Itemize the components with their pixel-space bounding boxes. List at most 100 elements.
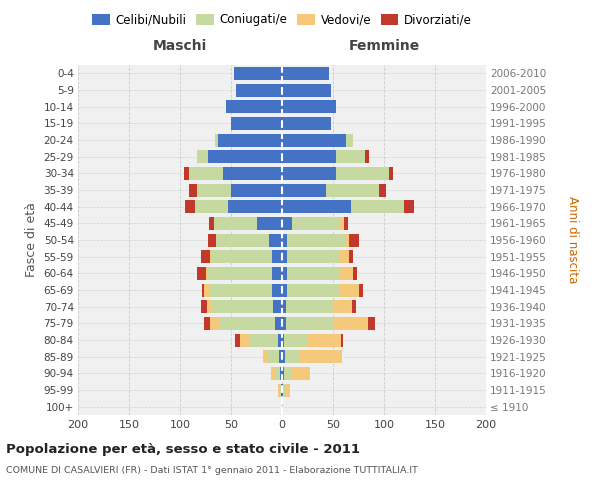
Bar: [202, 300, 206, 313]
Bar: [336, 167, 389, 180]
Bar: [197, 267, 206, 280]
Bar: [282, 284, 287, 296]
Bar: [202, 284, 205, 296]
Bar: [282, 317, 286, 330]
Text: Femmine: Femmine: [349, 38, 419, 52]
Bar: [279, 384, 281, 396]
Bar: [336, 150, 365, 163]
Bar: [282, 300, 286, 313]
Bar: [211, 250, 272, 263]
Bar: [353, 267, 358, 280]
Bar: [257, 217, 282, 230]
Bar: [250, 334, 278, 346]
Bar: [282, 267, 287, 280]
Bar: [282, 367, 284, 380]
Bar: [197, 184, 231, 196]
Bar: [272, 267, 282, 280]
Bar: [285, 350, 299, 363]
Bar: [215, 134, 218, 146]
Bar: [275, 367, 280, 380]
Bar: [273, 300, 282, 313]
Bar: [206, 300, 212, 313]
Bar: [240, 334, 250, 346]
Bar: [282, 117, 331, 130]
Bar: [185, 200, 196, 213]
Bar: [205, 284, 209, 296]
Bar: [279, 350, 282, 363]
Bar: [349, 250, 353, 263]
Bar: [231, 117, 282, 130]
Bar: [202, 250, 209, 263]
Bar: [223, 167, 282, 180]
Bar: [282, 184, 326, 196]
Bar: [209, 284, 272, 296]
Bar: [282, 334, 284, 346]
Bar: [287, 284, 340, 296]
Bar: [283, 384, 285, 396]
Bar: [275, 317, 282, 330]
Bar: [208, 267, 272, 280]
Bar: [212, 300, 273, 313]
Bar: [341, 334, 343, 346]
Bar: [404, 200, 413, 213]
Bar: [218, 134, 282, 146]
Bar: [282, 150, 336, 163]
Bar: [228, 200, 282, 213]
Bar: [282, 200, 352, 213]
Bar: [208, 150, 282, 163]
Bar: [340, 250, 349, 263]
Bar: [346, 134, 353, 146]
Bar: [334, 300, 352, 313]
Bar: [308, 334, 341, 346]
Bar: [209, 250, 211, 263]
Bar: [291, 367, 310, 380]
Bar: [272, 284, 282, 296]
Bar: [340, 284, 359, 296]
Bar: [344, 217, 349, 230]
Bar: [379, 184, 386, 196]
Bar: [282, 134, 346, 146]
Bar: [208, 234, 216, 246]
Bar: [196, 200, 228, 213]
Bar: [352, 300, 356, 313]
Bar: [340, 217, 344, 230]
Bar: [352, 200, 404, 213]
Bar: [197, 150, 208, 163]
Bar: [214, 217, 257, 230]
Bar: [282, 234, 287, 246]
Bar: [272, 250, 282, 263]
Y-axis label: Anni di nascita: Anni di nascita: [566, 196, 580, 284]
Text: COMUNE DI CASALVIERI (FR) - Dati ISTAT 1° gennaio 2011 - Elaborazione TUTTITALIA: COMUNE DI CASALVIERI (FR) - Dati ISTAT 1…: [6, 466, 418, 475]
Bar: [359, 284, 362, 296]
Bar: [282, 100, 336, 113]
Legend: Celibi/Nubili, Coniugati/e, Vedovi/e, Divorziati/e: Celibi/Nubili, Coniugati/e, Vedovi/e, Di…: [89, 11, 475, 28]
Bar: [389, 167, 393, 180]
Bar: [287, 250, 340, 263]
Bar: [282, 250, 287, 263]
Bar: [284, 367, 291, 380]
Bar: [326, 184, 379, 196]
Bar: [368, 317, 375, 330]
Bar: [278, 334, 282, 346]
Bar: [206, 267, 208, 280]
Bar: [189, 167, 223, 180]
Bar: [282, 384, 283, 396]
Y-axis label: Fasce di età: Fasce di età: [25, 202, 38, 278]
Bar: [299, 350, 342, 363]
Bar: [334, 317, 368, 330]
Bar: [281, 384, 282, 396]
Bar: [365, 150, 369, 163]
Bar: [263, 350, 267, 363]
Bar: [278, 384, 279, 396]
Bar: [282, 67, 329, 80]
Bar: [236, 84, 282, 96]
Bar: [184, 167, 189, 180]
Bar: [189, 184, 197, 196]
Bar: [216, 234, 269, 246]
Bar: [287, 267, 340, 280]
Bar: [282, 84, 331, 96]
Bar: [340, 267, 353, 280]
Bar: [209, 217, 214, 230]
Bar: [284, 334, 308, 346]
Bar: [282, 350, 285, 363]
